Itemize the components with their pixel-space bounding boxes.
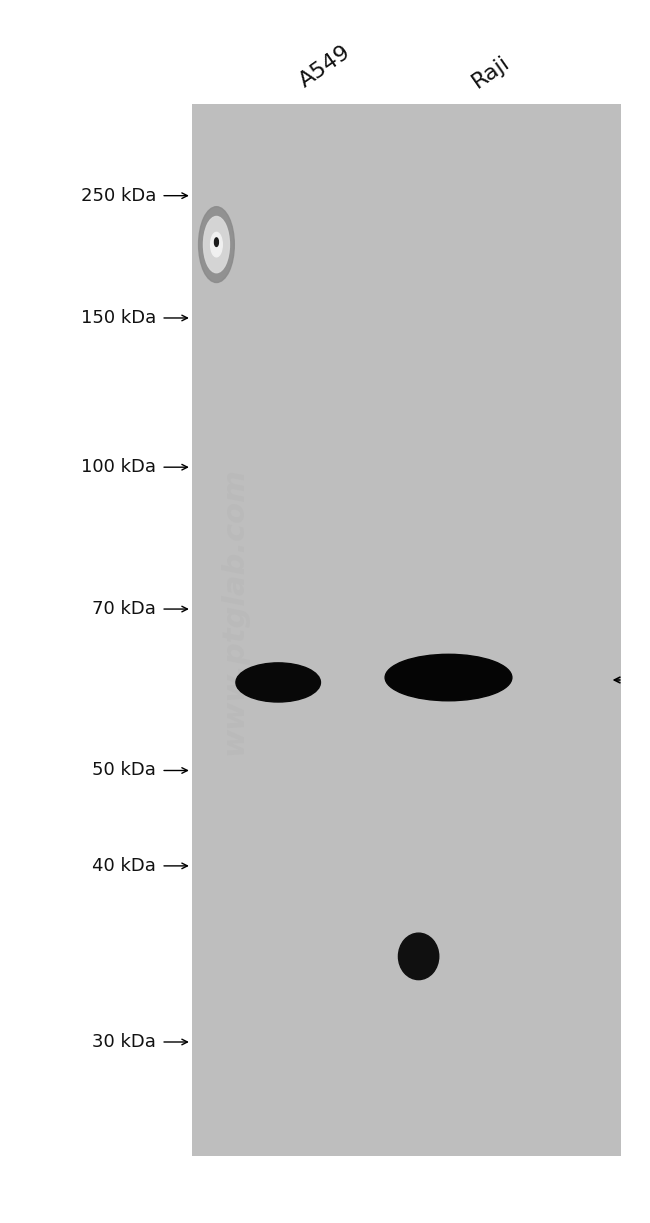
Text: www.ptglab.com: www.ptglab.com <box>220 467 248 756</box>
Text: A549: A549 <box>296 43 354 92</box>
Text: 150 kDa: 150 kDa <box>81 309 156 327</box>
Ellipse shape <box>214 237 218 246</box>
Text: 50 kDa: 50 kDa <box>92 762 156 779</box>
Text: 30 kDa: 30 kDa <box>92 1033 156 1051</box>
Ellipse shape <box>385 654 512 701</box>
Ellipse shape <box>236 663 320 702</box>
Ellipse shape <box>199 207 235 283</box>
Text: 40 kDa: 40 kDa <box>92 857 156 874</box>
Bar <box>192 104 621 1156</box>
Ellipse shape <box>203 216 229 273</box>
Text: Raji: Raji <box>468 51 513 92</box>
Ellipse shape <box>211 232 222 257</box>
Text: 100 kDa: 100 kDa <box>81 459 156 476</box>
Ellipse shape <box>398 933 439 980</box>
Text: 70 kDa: 70 kDa <box>92 600 156 618</box>
Text: 250 kDa: 250 kDa <box>81 187 156 204</box>
